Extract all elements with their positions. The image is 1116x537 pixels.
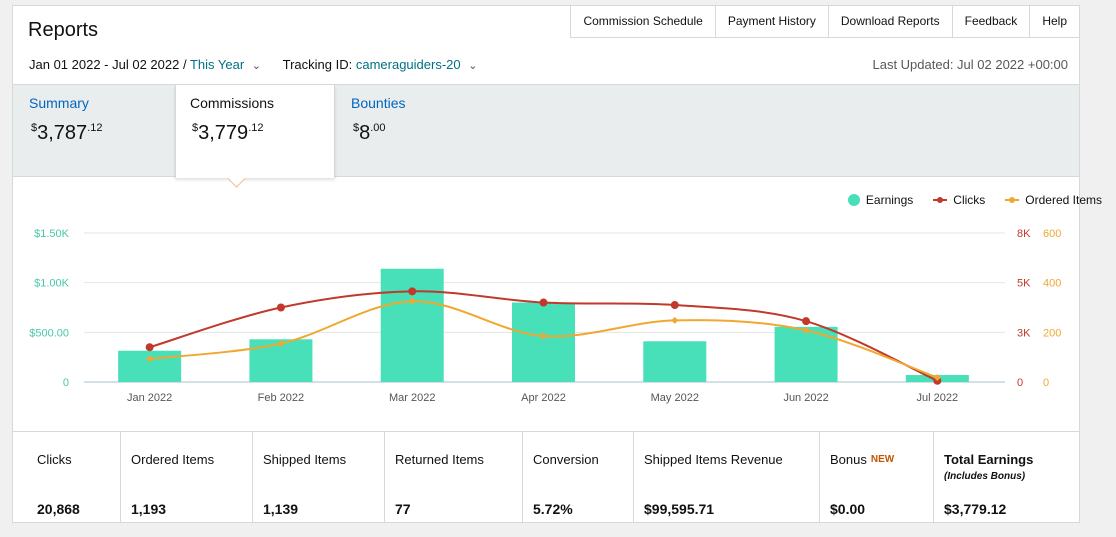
tracking-id-value[interactable]: cameraguiders-20 bbox=[355, 57, 461, 72]
tracking-id-selector[interactable]: Tracking ID: cameraguiders-20 ⌄ bbox=[283, 57, 478, 72]
period-link[interactable]: This Year bbox=[189, 57, 245, 72]
tab-commissions-amount: $3,779.12 bbox=[192, 122, 264, 144]
nav-help[interactable]: Help bbox=[1029, 6, 1079, 37]
new-badge: NEW bbox=[870, 454, 895, 465]
ordered-items-swatch-icon bbox=[1005, 195, 1020, 205]
tab-commissions-label: Commissions bbox=[190, 95, 275, 111]
tab-summary-amount: $3,787.12 bbox=[31, 122, 103, 144]
stat-shipped-items: Shipped Items 1,139 bbox=[252, 432, 384, 523]
stat-returned-items: Returned Items 77 bbox=[384, 432, 522, 523]
summary-tabs: Summary $3,787.12 Commissions $3,779.12 … bbox=[13, 84, 1079, 178]
tab-commissions[interactable]: Commissions $3,779.12 bbox=[175, 85, 335, 178]
stat-conversion: Conversion 5.72% bbox=[522, 432, 633, 523]
stats-row: Clicks 20,868 Ordered Items 1,193 Shippe… bbox=[13, 431, 1079, 523]
tab-bounties[interactable]: Bounties $8.00 bbox=[335, 85, 495, 176]
date-range-selector[interactable]: Jan 01 2022 - Jul 02 2022 / This Year ⌄ bbox=[29, 57, 265, 72]
tab-bounties-amount: $8.00 bbox=[353, 122, 386, 144]
tab-summary[interactable]: Summary $3,787.12 bbox=[13, 85, 175, 176]
page-title: Reports bbox=[28, 19, 99, 41]
last-updated: Last Updated: Jul 02 2022 +00:00 bbox=[872, 57, 1068, 72]
tab-summary-label: Summary bbox=[29, 95, 89, 111]
filter-bar: Jan 01 2022 - Jul 02 2022 / This Year ⌄ … bbox=[29, 57, 477, 72]
stat-total-earnings: Total Earnings (Includes Bonus) $3,779.1… bbox=[933, 432, 1079, 523]
stat-clicks: Clicks 20,868 bbox=[37, 452, 80, 517]
stat-ordered-items: Ordered Items 1,193 bbox=[120, 432, 252, 523]
date-range-text: Jan 01 2022 - Jul 02 2022 / bbox=[29, 57, 187, 72]
nav-download-reports[interactable]: Download Reports bbox=[827, 6, 952, 37]
tracking-id-label: Tracking ID: bbox=[282, 57, 353, 72]
stat-bonus: Bonus NEW $0.00 bbox=[819, 432, 933, 523]
tab-bounties-label: Bounties bbox=[351, 95, 406, 111]
legend-clicks[interactable]: Clicks bbox=[933, 193, 985, 207]
clicks-swatch-icon bbox=[933, 195, 948, 205]
legend-ordered-items[interactable]: Ordered Items bbox=[1005, 193, 1102, 207]
earnings-swatch-icon bbox=[847, 194, 860, 206]
chart-legend: Earnings Clicks Ordered Items bbox=[847, 193, 1102, 207]
nav-commission-schedule[interactable]: Commission Schedule bbox=[583, 14, 703, 28]
nav-feedback[interactable]: Feedback bbox=[951, 6, 1030, 37]
stat-shipped-revenue: Shipped Items Revenue $99,595.71 bbox=[633, 432, 819, 523]
legend-earnings[interactable]: Earnings bbox=[847, 193, 913, 207]
nav-payment-history[interactable]: Payment History bbox=[714, 6, 828, 37]
top-nav: Commission Schedule Payment History Down… bbox=[570, 5, 1080, 38]
chevron-down-icon: ⌄ bbox=[251, 60, 261, 72]
reports-card: Reports Commission Schedule Payment Hist… bbox=[12, 5, 1080, 523]
chevron-down-icon: ⌄ bbox=[468, 60, 478, 72]
